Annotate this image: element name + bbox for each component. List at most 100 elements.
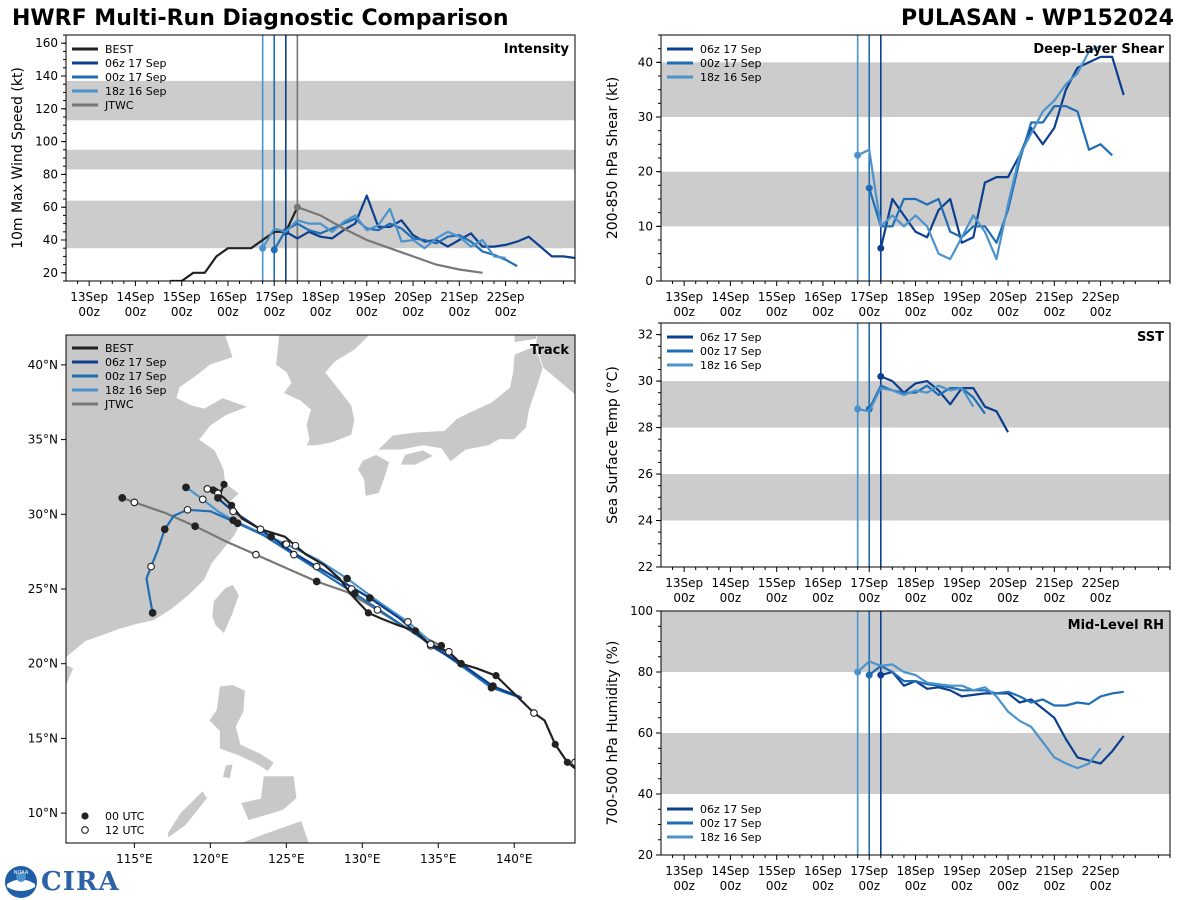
intensity-xtick-hour: 00z	[356, 305, 378, 319]
intensity-xtick-label: 16Sep	[209, 290, 247, 304]
land-japan-east	[535, 335, 575, 396]
land-luzon	[208, 684, 275, 772]
rh-xtick-hour: 00z	[1090, 879, 1112, 893]
track-xtick-label: 140°E	[496, 852, 533, 866]
shear-xtick-hour: 00z	[997, 305, 1019, 319]
intensity-ytick-label: 120	[35, 102, 58, 116]
land-honshu	[376, 344, 544, 463]
rh-legend-label: 18z 16 Sep	[700, 831, 762, 844]
shear-xtick-label: 17Sep	[850, 290, 888, 304]
intensity-ytick-label: 20	[43, 266, 58, 280]
rh-series-line	[856, 660, 1102, 770]
track-point-00utc	[364, 609, 372, 617]
track-point-00utc	[411, 627, 420, 635]
intensity-band	[66, 149, 575, 170]
shear-series-group	[854, 44, 1125, 261]
marker-legend-12utc-icon	[81, 826, 89, 834]
shear-xtick-label: 22Sep	[1082, 290, 1120, 304]
sst-legend-label: 06z 17 Sep	[700, 331, 762, 344]
track-xtick-label: 135°E	[420, 852, 457, 866]
intensity-xtick-hour: 00z	[125, 305, 147, 319]
rh-series-group	[854, 660, 1125, 770]
track-forecast-point	[183, 505, 192, 514]
intensity-start-marker	[259, 244, 267, 252]
shear-ylabel: 200-850 hPa Shear (kt)	[605, 77, 621, 239]
shear-ytick-label: 20	[638, 165, 653, 179]
sst-xtick-hour: 00z	[905, 591, 927, 605]
track-ytick-label: 25°N	[28, 582, 58, 596]
shear-series-line	[879, 55, 1125, 249]
shear-xtick-hour: 00z	[905, 305, 927, 319]
shear-xtick-label: 18Sep	[897, 290, 935, 304]
sst-xtick-hour: 00z	[1044, 591, 1066, 605]
intensity-series-group	[170, 194, 575, 281]
noaa-logo-icon: NOAA	[5, 866, 37, 898]
shear-xtick-hour: 00z	[858, 305, 880, 319]
rh-legend-label: 00z 17 Sep	[700, 817, 762, 830]
track-forecast-point	[312, 577, 321, 586]
track-ytick-label: 40°N	[28, 358, 58, 372]
shear-panel: 01020304013Sep00z14Sep00z15Sep00z16Sep00…	[605, 34, 1171, 319]
track-xtick-label: 115°E	[116, 852, 153, 866]
sst-series-line	[880, 375, 1009, 433]
track-point-12utc	[571, 758, 575, 767]
rh-ytick-label: 60	[638, 726, 653, 740]
rh-band	[661, 611, 1170, 672]
intensity-legend-label: 06z 17 Sep	[105, 57, 167, 70]
sst-xtick-label: 15Sep	[758, 576, 796, 590]
land-kyushu	[357, 454, 391, 497]
shear-start-marker	[854, 151, 862, 159]
sst-band	[661, 474, 1170, 521]
rh-xtick-label: 15Sep	[758, 864, 796, 878]
land-mindoro	[222, 763, 234, 780]
intensity-ytick-label: 60	[43, 200, 58, 214]
sst-start-marker	[877, 372, 885, 380]
intensity-start-marker	[270, 246, 278, 254]
rh-xtick-hour: 00z	[812, 879, 834, 893]
shear-series-line	[868, 104, 1113, 244]
land-mainland	[66, 335, 250, 659]
intensity-xtick-hour: 00z	[495, 305, 517, 319]
intensity-xtick-hour: 00z	[449, 305, 471, 319]
intensity-ytick-label: 40	[43, 233, 58, 247]
logo: NOAA CIRA	[4, 866, 120, 898]
shear-legend-label: 18z 16 Sep	[700, 71, 762, 84]
rh-start-marker	[865, 671, 873, 679]
rh-start-marker	[877, 671, 885, 679]
marker-legend-00utc-icon	[81, 812, 89, 820]
shear-xtick-label: 14Sep	[711, 290, 749, 304]
track-ytick-label: 10°N	[28, 806, 58, 820]
shear-ytick-label: 10	[638, 219, 653, 233]
track-forecast-point	[191, 522, 199, 531]
shear-xtick-label: 16Sep	[804, 290, 842, 304]
intensity-xtick-label: 13Sep	[70, 290, 108, 304]
track-point-00utc	[492, 672, 500, 680]
rh-ytick-label: 20	[638, 848, 653, 862]
track-point-00utc	[563, 758, 572, 766]
intensity-ytick-label: 160	[35, 36, 58, 50]
shear-xtick-hour: 00z	[720, 305, 742, 319]
sst-xtick-hour: 00z	[951, 591, 973, 605]
shear-xtick-hour: 00z	[812, 305, 834, 319]
sst-ytick-label: 30	[638, 374, 653, 388]
rh-xtick-label: 16Sep	[804, 864, 842, 878]
sst-xtick-label: 19Sep	[943, 576, 981, 590]
track-ytick-label: 15°N	[28, 731, 58, 745]
sst-xtick-label: 13Sep	[665, 576, 703, 590]
sst-xtick-hour: 00z	[673, 591, 695, 605]
intensity-xtick-hour: 00z	[263, 305, 285, 319]
sst-panel: 22242628303213Sep00z14Sep00z15Sep00z16Se…	[605, 322, 1171, 605]
sst-xtick-label: 18Sep	[897, 576, 935, 590]
track-legend-label: 06z 17 Sep	[105, 356, 167, 369]
intensity-ytick-label: 100	[35, 135, 58, 149]
track-forecast-point	[147, 562, 155, 571]
shear-legend-label: 06z 17 Sep	[700, 43, 762, 56]
track-forecast-point	[343, 574, 351, 583]
rh-panel: 2040608010013Sep00z14Sep00z15Sep00z16Sep…	[605, 604, 1171, 893]
track-forecast-point	[182, 483, 190, 492]
sst-ytick-label: 22	[638, 560, 653, 574]
shear-xtick-hour: 00z	[1090, 305, 1112, 319]
shear-xtick-label: 13Sep	[665, 290, 703, 304]
marker-legend-label: 00 UTC	[105, 810, 145, 823]
sst-ytick-label: 24	[638, 514, 653, 528]
